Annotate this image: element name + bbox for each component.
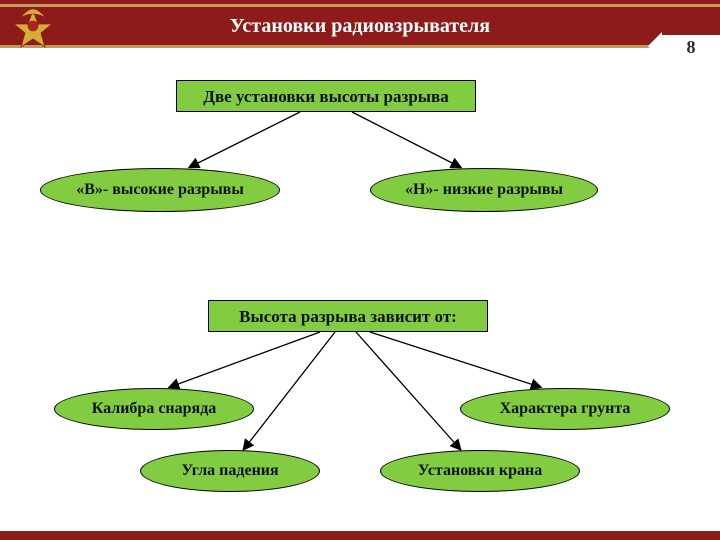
emblem-icon	[10, 6, 56, 52]
group1-child-high-text: «В»- высокие разрывы	[76, 181, 244, 199]
group2-child-caliber: Калибра снаряда	[54, 388, 254, 430]
group1-root-text: Две установки высоты разрыва	[203, 87, 449, 106]
page-title: Установки радиовзрывателя	[230, 15, 490, 38]
group2-root-box: Высота разрыва зависит от:	[208, 300, 488, 332]
footer-bar	[0, 531, 720, 540]
page: Установки радиовзрывателя 8 Две установк…	[0, 0, 720, 540]
group1-child-high: «В»- высокие разрывы	[40, 168, 280, 212]
group1-child-low: «Н»- низкие разрывы	[370, 168, 598, 212]
group2-child-caliber-text: Калибра снаряда	[92, 400, 217, 418]
group2-child-crane: Установки крана	[380, 450, 580, 492]
group1-root-box: Две установки высоты разрыва	[176, 80, 476, 112]
group1-child-low-text: «Н»- низкие разрывы	[405, 181, 563, 199]
group2-root-text: Высота разрыва зависит от:	[239, 307, 457, 326]
header: Установки радиовзрывателя	[0, 0, 720, 48]
header-stripe-gold2	[0, 45, 720, 48]
group2-child-ground-text: Характера грунта	[500, 400, 631, 418]
group2-child-crane-text: Установки крана	[418, 462, 542, 480]
group2-child-angle-text: Угла падения	[181, 462, 278, 480]
group2-child-ground: Характера грунта	[460, 388, 670, 430]
page-number: 8	[687, 37, 696, 58]
header-main: Установки радиовзрывателя	[0, 7, 720, 45]
group2-child-angle: Угла падения	[140, 450, 320, 492]
page-number-box: 8	[662, 32, 720, 60]
